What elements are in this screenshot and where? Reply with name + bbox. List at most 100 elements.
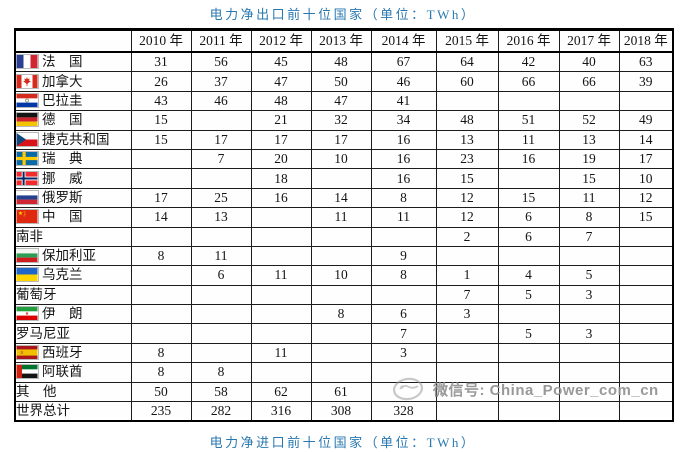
value-cell: 8 xyxy=(190,362,252,383)
value-cell: 58 xyxy=(190,381,252,403)
russia-flag-icon xyxy=(16,190,38,204)
country-name: 瑞 典 xyxy=(42,151,83,167)
value-cell: 11 xyxy=(497,129,560,150)
value-cell xyxy=(310,284,372,306)
country-cell: 瑞 典 xyxy=(14,148,132,170)
table-title-export: 电力净出口前十位国家（单位：TWh） xyxy=(209,7,477,22)
year-header: 2017 年 xyxy=(558,29,620,53)
value-cell: 51 xyxy=(497,110,560,131)
table-row: 南非 2 6 7 xyxy=(14,226,674,247)
table-row: 乌克兰 6 11 10 8 1 4 5 xyxy=(14,265,674,286)
value-cell: 3 xyxy=(558,284,620,306)
value-cell: 7 xyxy=(190,148,252,170)
value-cell: 8 xyxy=(130,245,192,267)
country-cell: 法 国 xyxy=(14,51,132,73)
value-cell xyxy=(497,401,560,422)
country-cell: 乌克兰 xyxy=(14,265,132,286)
value-cell xyxy=(618,265,674,286)
germany-flag-icon xyxy=(16,113,38,127)
value-cell: 25 xyxy=(190,187,252,209)
norway-flag-icon xyxy=(16,171,38,185)
value-cell: 5 xyxy=(497,284,560,306)
country-name: 德 国 xyxy=(42,112,83,128)
value-cell: 64 xyxy=(435,51,499,73)
value-cell xyxy=(497,362,560,383)
value-cell: 6 xyxy=(497,207,560,228)
value-cell xyxy=(618,401,674,422)
value-cell xyxy=(190,342,252,364)
value-cell: 42 xyxy=(497,51,560,73)
value-cell xyxy=(618,381,674,403)
canada-flag-icon xyxy=(16,74,38,88)
ukraine-flag-icon xyxy=(16,268,38,282)
value-cell xyxy=(190,110,252,131)
iran-flag-icon xyxy=(16,307,38,321)
country-cell: 保加利亚 xyxy=(14,245,132,267)
value-cell: 17 xyxy=(250,129,312,150)
value-cell: 8 xyxy=(130,342,192,364)
value-cell: 316 xyxy=(250,401,312,422)
table-row: 罗马尼亚 7 5 3 xyxy=(14,323,674,344)
value-cell: 46 xyxy=(190,90,252,112)
table-row: 保加利亚 8 11 9 xyxy=(14,245,674,267)
value-cell xyxy=(130,265,192,286)
country-name: 葡萄牙 xyxy=(16,286,57,302)
electricity-export-table: 2010 年 2011 年 2012 年 2013 年 2014 年 2015 年 2016… xyxy=(14,28,674,423)
value-cell: 45 xyxy=(250,51,312,73)
value-cell: 10 xyxy=(618,168,674,189)
value-cell: 1 xyxy=(435,265,499,286)
value-cell xyxy=(190,168,252,189)
value-cell xyxy=(435,362,499,383)
value-cell: 17 xyxy=(618,148,674,170)
value-cell: 4 xyxy=(497,265,560,286)
value-cell xyxy=(250,284,312,306)
value-cell xyxy=(435,245,499,267)
value-cell: 6 xyxy=(190,265,252,286)
value-cell: 16 xyxy=(370,168,437,189)
table-row: 其 他 50 58 62 61 xyxy=(14,381,674,403)
country-name: 罗马尼亚 xyxy=(16,325,70,341)
country-cell: 捷克共和国 xyxy=(14,129,132,150)
table-row: 世界总计 235 282 316 308 328 xyxy=(14,401,674,422)
value-cell: 20 xyxy=(250,148,312,170)
czech-flag-icon xyxy=(16,132,38,146)
table-row: 德 国 15 21 32 34 48 51 52 49 xyxy=(14,110,674,131)
value-cell xyxy=(497,168,560,189)
country-name: 伊 朗 xyxy=(42,306,83,322)
value-cell: 15 xyxy=(130,129,192,150)
value-cell: 47 xyxy=(250,71,312,92)
value-cell xyxy=(497,381,560,403)
value-cell xyxy=(250,323,312,344)
spain-flag-icon xyxy=(16,346,38,360)
value-cell xyxy=(310,168,372,189)
value-cell: 17 xyxy=(310,129,372,150)
value-cell xyxy=(190,284,252,306)
china-flag-icon xyxy=(16,210,38,224)
value-cell: 62 xyxy=(250,381,312,403)
value-cell: 48 xyxy=(435,110,499,131)
value-cell: 2 xyxy=(435,226,499,247)
value-cell xyxy=(310,362,372,383)
value-cell: 9 xyxy=(370,245,437,267)
value-cell xyxy=(190,226,252,247)
value-cell xyxy=(618,226,674,247)
value-cell: 11 xyxy=(558,187,620,209)
value-cell xyxy=(310,226,372,247)
value-cell xyxy=(558,245,620,267)
value-cell: 11 xyxy=(250,265,312,286)
value-cell: 8 xyxy=(130,362,192,383)
value-cell xyxy=(435,381,499,403)
value-cell xyxy=(130,168,192,189)
value-cell: 15 xyxy=(618,207,674,228)
value-cell: 14 xyxy=(310,187,372,209)
value-cell xyxy=(618,323,674,344)
value-cell xyxy=(497,245,560,267)
value-cell: 11 xyxy=(370,207,437,228)
table-row: 西班牙 8 11 3 xyxy=(14,342,674,364)
country-name: 世界总计 xyxy=(16,403,70,419)
value-cell xyxy=(618,362,674,383)
country-cell: 葡萄牙 xyxy=(14,284,132,306)
country-cell: 阿联酋 xyxy=(14,362,132,383)
